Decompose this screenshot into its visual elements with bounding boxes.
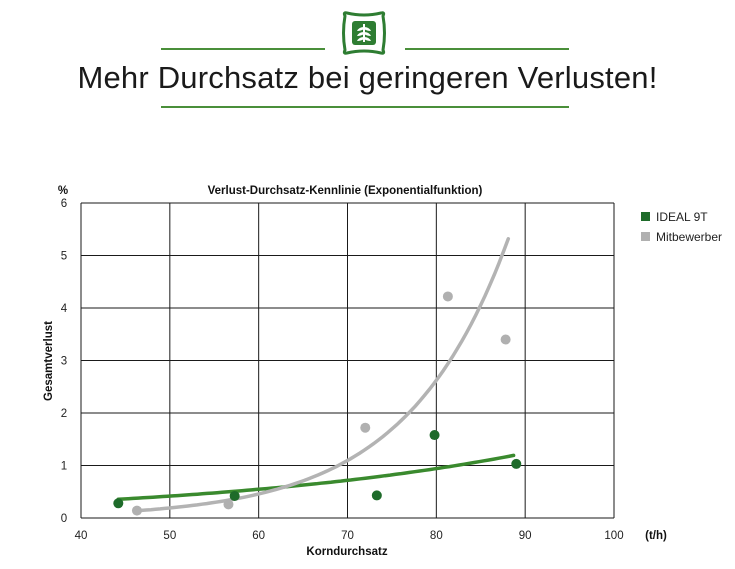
page-headline: Mehr Durchsatz bei geringeren Verlusten!	[77, 60, 658, 95]
data-points	[113, 291, 522, 516]
y-tick-labels: 0 1 2 3 4 5 6	[61, 198, 68, 525]
y-tick-label: 0	[61, 513, 67, 525]
chart-title: Verlust-Durchsatz-Kennlinie (Exponential…	[208, 185, 483, 197]
y-tick-label: 2	[61, 408, 67, 420]
data-point-1	[223, 499, 234, 510]
data-point-1	[131, 505, 142, 516]
y-tick-label: 6	[61, 198, 67, 210]
data-point-1	[500, 334, 511, 345]
x-tick-label: 90	[519, 530, 532, 542]
header-line-right-top	[405, 48, 569, 50]
header-line-bottom	[161, 106, 569, 108]
trend-line-0	[116, 453, 516, 502]
data-point-1	[442, 291, 453, 302]
wheat-sack-icon	[342, 11, 386, 55]
legend-swatch-ideal-9t	[641, 212, 650, 221]
x-tick-label: 50	[163, 530, 176, 542]
data-point-1	[360, 422, 371, 433]
y-axis-label: Gesamtverlust	[43, 321, 55, 401]
y-tick-label: 5	[61, 251, 67, 263]
legend-label-ideal-9t: IDEAL 9T	[656, 210, 708, 224]
x-unit-label: (t/h)	[645, 530, 667, 542]
chart-grid	[80, 202, 615, 519]
legend-label-mitbewerber: Mitbewerber	[656, 230, 722, 244]
data-point-0	[113, 498, 124, 509]
data-point-0	[429, 430, 440, 441]
legend-swatch-mitbewerber	[641, 232, 650, 241]
data-point-0	[371, 490, 382, 501]
y-tick-label: 1	[61, 461, 67, 473]
trend-line-1	[135, 237, 511, 513]
data-point-0	[229, 490, 240, 501]
y-tick-label: 3	[61, 356, 67, 368]
y-tick-label: 4	[61, 303, 68, 315]
x-tick-label: 100	[604, 530, 623, 542]
x-tick-labels: 40 50 60 70 80 90 100	[75, 530, 624, 542]
header-line-left-top	[161, 48, 325, 50]
x-tick-label: 80	[430, 530, 443, 542]
data-point-0	[511, 458, 522, 469]
y-unit-label: %	[58, 185, 68, 197]
x-tick-label: 40	[75, 530, 88, 542]
x-tick-label: 60	[252, 530, 265, 542]
x-axis-label: Korndurchsatz	[306, 546, 387, 558]
x-tick-label: 70	[341, 530, 354, 542]
trend-lines	[116, 237, 516, 513]
